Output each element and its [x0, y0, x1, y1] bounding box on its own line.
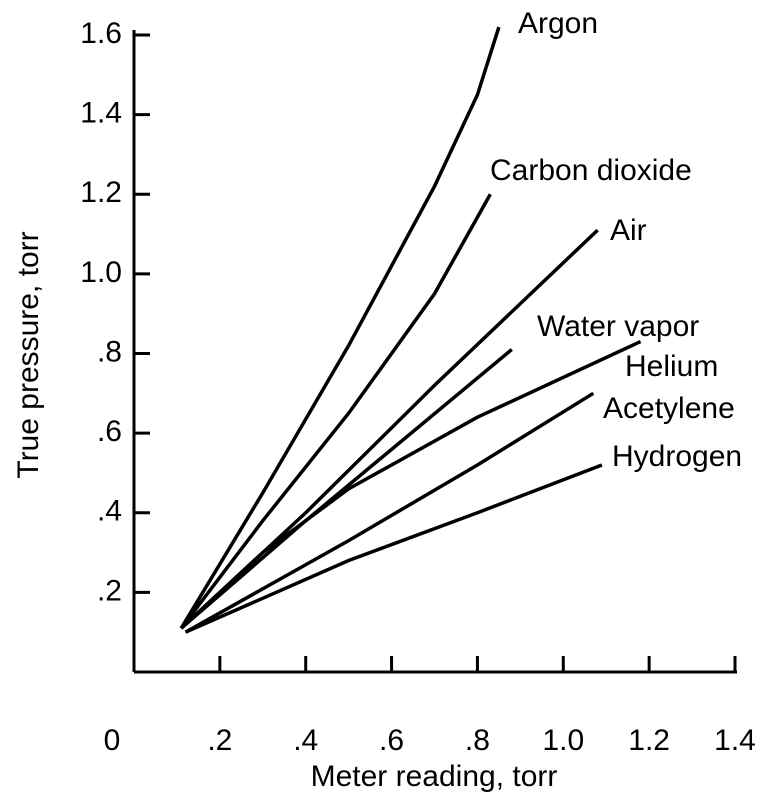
y-tick-label: .6 — [97, 415, 122, 448]
y-tick-label: 1.6 — [80, 17, 122, 50]
series-line — [184, 463, 603, 634]
y-tick-label: 1.4 — [80, 97, 122, 130]
x-axis-label: Meter reading, torr — [311, 760, 558, 793]
series-line — [184, 391, 595, 634]
x-tick-label: 1.2 — [628, 724, 670, 757]
series-label: Air — [610, 214, 647, 247]
y-tick-label: .8 — [97, 335, 122, 368]
series-label: Helium — [625, 350, 718, 383]
x-tick-label: 0 — [104, 724, 121, 757]
series-line — [179, 193, 492, 630]
x-tick-label: .2 — [207, 724, 232, 757]
series-label: Argon — [518, 7, 598, 40]
x-tick-label: 1.4 — [714, 724, 756, 757]
y-tick-label: 1.0 — [80, 256, 122, 289]
series-line — [179, 26, 501, 630]
y-tick-label: .2 — [97, 574, 122, 607]
x-tick-label: .6 — [379, 724, 404, 757]
y-tick-label: .4 — [97, 495, 122, 528]
y-axis-label: True pressure, torr — [12, 231, 45, 478]
x-tick-label: .4 — [293, 724, 318, 757]
x-tick-label: 1.0 — [542, 724, 584, 757]
series-label: Water vapor — [537, 310, 699, 343]
series-line — [180, 339, 642, 630]
series-label: Hydrogen — [612, 440, 742, 473]
x-tick-label: .8 — [465, 724, 490, 757]
series-label: Acetylene — [603, 392, 735, 425]
y-tick-label: 1.2 — [80, 176, 122, 209]
series-label: Carbon dioxide — [490, 154, 692, 187]
